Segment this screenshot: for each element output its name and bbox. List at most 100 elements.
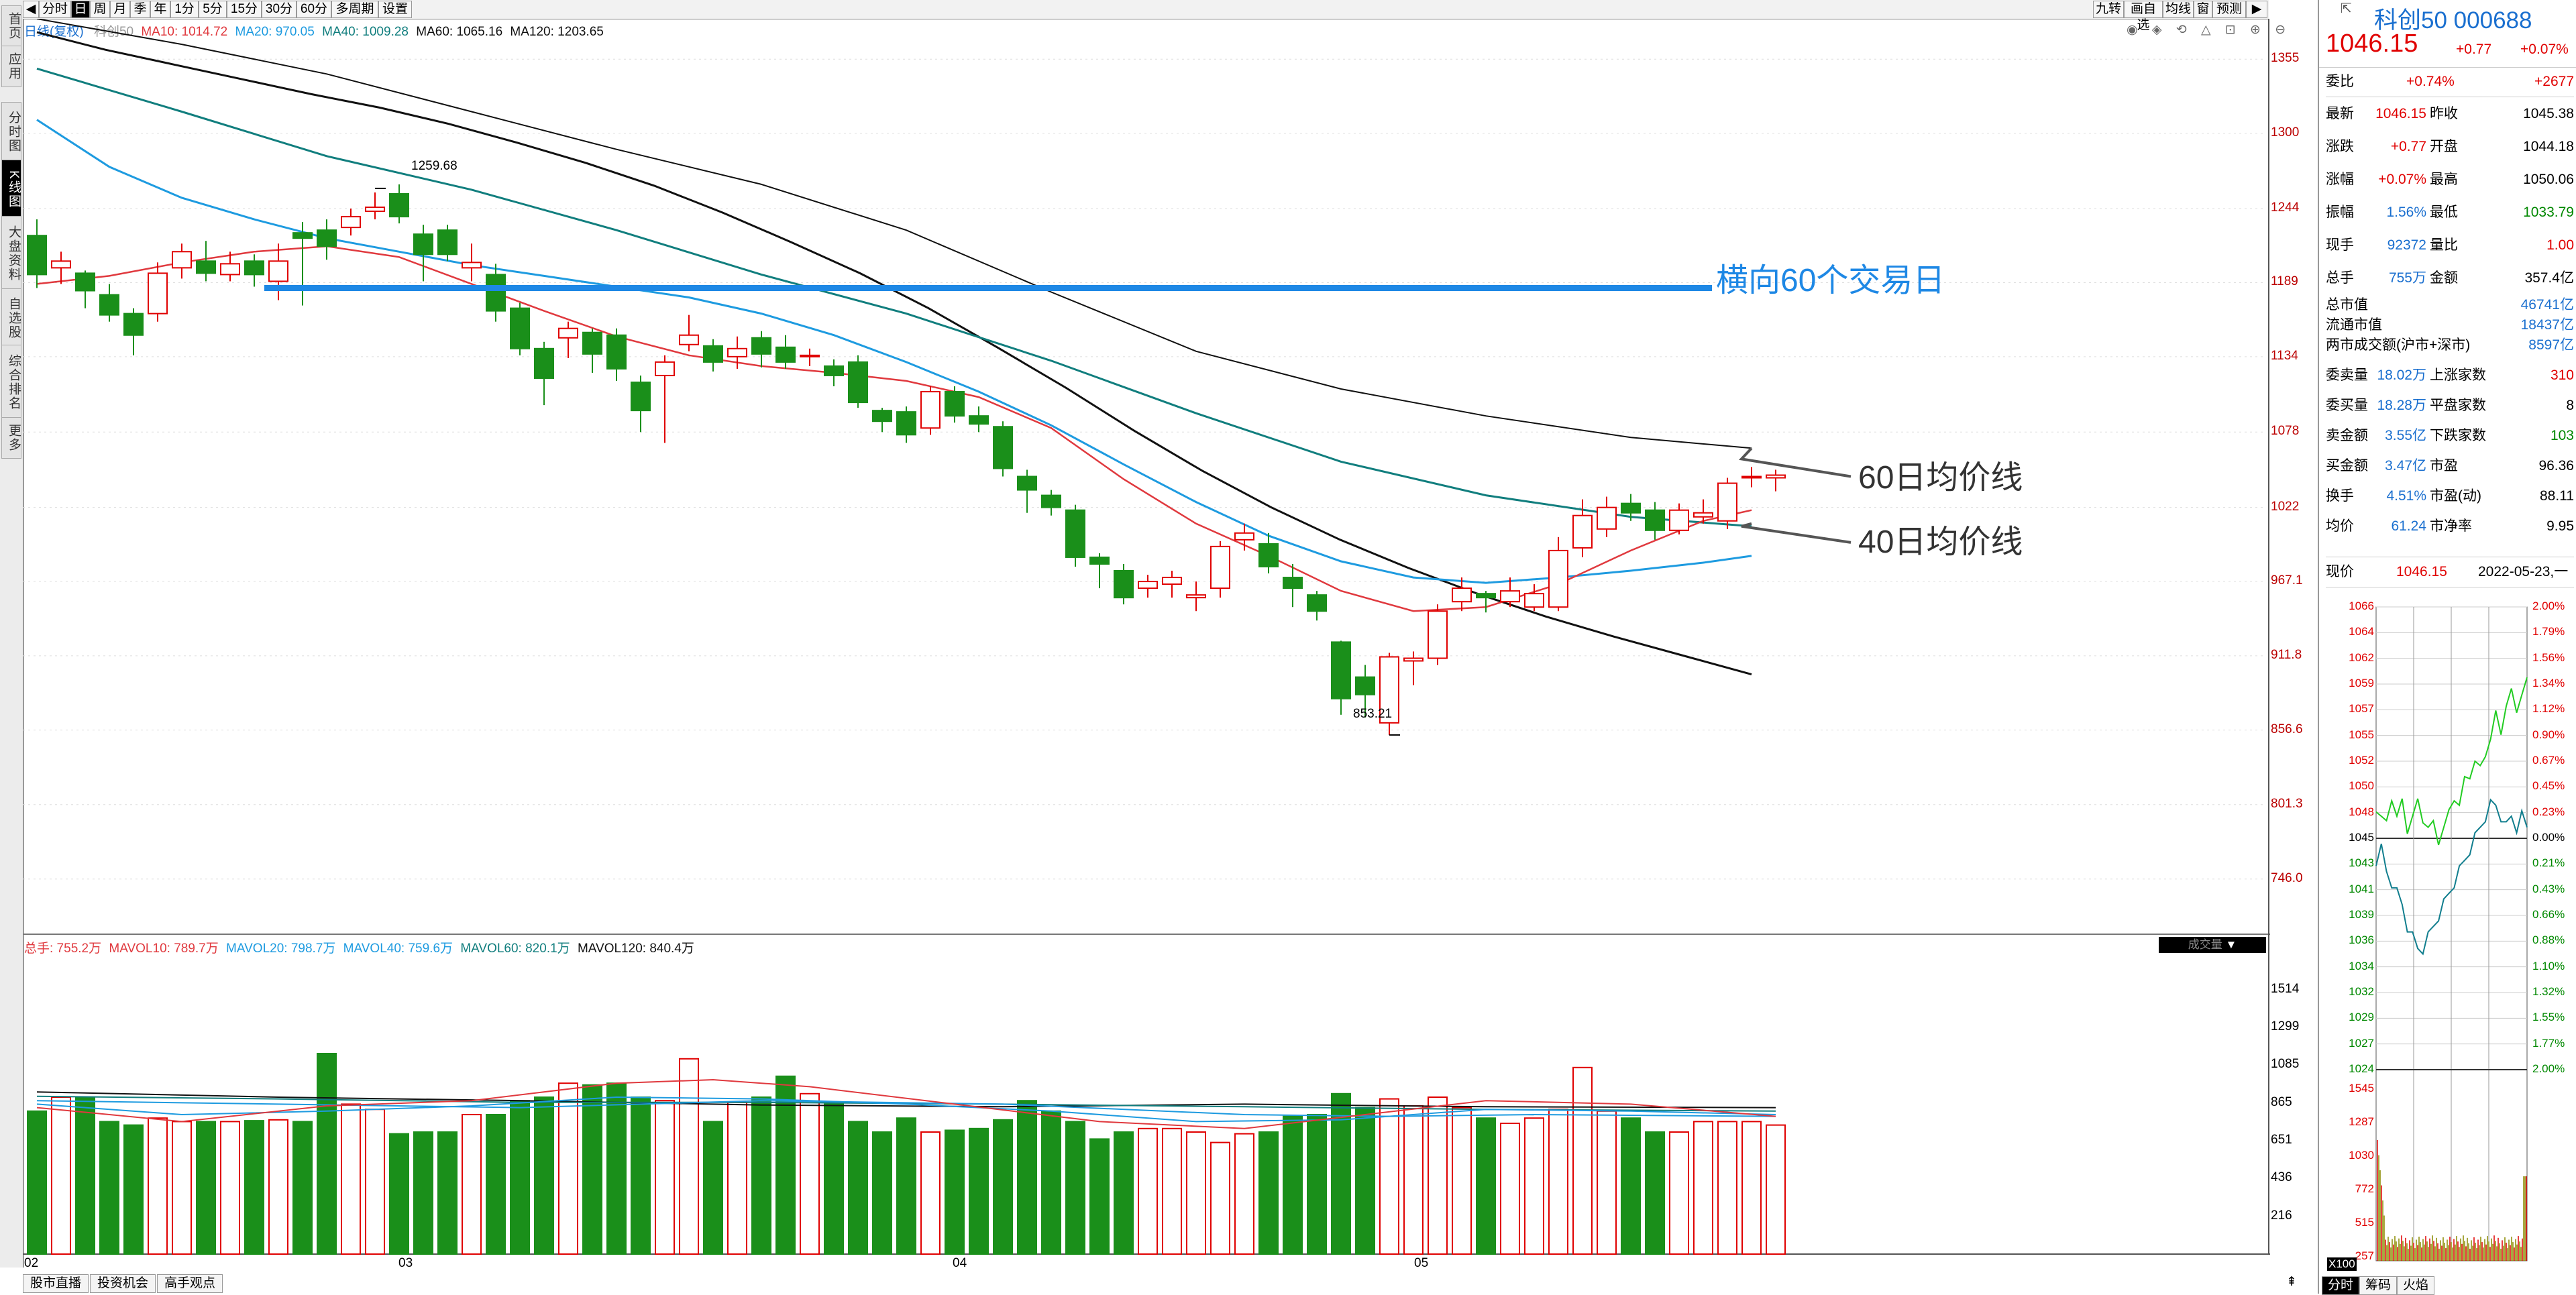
volume-bar — [631, 1096, 651, 1255]
mini-left-tick: 1059 — [2349, 677, 2374, 689]
row-label: 最高 — [2430, 172, 2458, 187]
candle-body — [365, 207, 385, 213]
mini-right-tick: 1.77% — [2532, 1036, 2565, 1050]
mini-right-tick: 1.79% — [2532, 625, 2565, 638]
tab-opportunity[interactable]: 投资机会 — [90, 1274, 156, 1293]
mavol120-label: MAVOL120: 840.4万 — [577, 942, 694, 956]
market-row: 两市成交额(沪市+深市) 8597亿 — [2326, 335, 2574, 355]
volume-bar — [75, 1096, 95, 1255]
intraday-mini-chart[interactable] — [2319, 597, 2576, 1268]
row-value: 357.4亿 — [2524, 270, 2574, 286]
tab-timeshare[interactable]: 分时图 — [1, 102, 21, 161]
tab-live[interactable]: 股市直播 — [23, 1274, 89, 1293]
prev-icon[interactable]: ◀ — [23, 1, 39, 18]
quote-row: 总手 755万 金额 357.4亿 — [2326, 264, 2574, 293]
volume-bar — [123, 1124, 144, 1255]
jiuzhuan-button[interactable]: 九转 — [2093, 1, 2124, 18]
mavol10-label: MAVOL10: 789.7万 — [109, 942, 219, 956]
tab-kline[interactable]: K线图 — [1, 160, 21, 219]
tab-home[interactable]: 首页 — [1, 5, 21, 47]
volume-bar — [317, 1053, 337, 1255]
volume-bar — [945, 1129, 965, 1255]
period-month[interactable]: 月 — [110, 1, 130, 18]
stock-name: 科创50 — [2374, 7, 2447, 34]
high-price-label: 1259.68 — [411, 159, 458, 173]
ma60-annotation: 60日均价线 — [1858, 460, 2023, 496]
next-icon[interactable]: ▶ — [2246, 1, 2267, 18]
mini-left-tick: 1045 — [2349, 831, 2374, 844]
volume-bar — [1597, 1110, 1617, 1255]
rp-tab-flame[interactable]: 火焰 — [2397, 1276, 2434, 1295]
tab-market-info[interactable]: 大盘资料 — [1, 216, 21, 291]
period-day[interactable]: 日 — [71, 1, 90, 18]
market-value: 46741亿 — [2520, 297, 2574, 313]
rp-tab-fenshi[interactable]: 分时 — [2322, 1276, 2359, 1295]
forecast-button[interactable]: 预测 — [2212, 1, 2246, 18]
mini-left-tick: 1034 — [2349, 959, 2374, 972]
period-15min[interactable]: 15分 — [227, 1, 262, 18]
ma60-label: MA60: 1065.16 — [416, 25, 503, 39]
window-button[interactable]: 窗 — [2194, 1, 2212, 18]
tab-watchlist[interactable]: 自选股 — [1, 288, 21, 347]
row-value: +0.77 — [2390, 139, 2426, 154]
indicator-dropdown[interactable]: 成交量 ▼ — [2159, 937, 2266, 953]
tab-ranking[interactable]: 综合排名 — [1, 345, 21, 420]
row-value: 3.55亿 — [2385, 428, 2426, 443]
chevron-down-icon: ▼ — [2225, 938, 2237, 951]
quote-row: 最新 1046.15 昨收 1045.38 — [2326, 99, 2574, 129]
candle-body — [703, 345, 723, 363]
volume-tick: 216 — [2271, 1208, 2292, 1223]
pin-icon[interactable]: ⇞ — [2286, 1275, 2297, 1289]
draw-watchlist-button[interactable]: 画自选 — [2124, 1, 2163, 32]
row-value: 18.02万 — [2377, 368, 2426, 383]
chart-tool-icons[interactable]: ◉ ◈ ⟲ △ ⊡ ⊕ ⊖ — [2127, 23, 2292, 37]
tab-apps[interactable]: 应用 — [1, 46, 21, 87]
candle-body — [486, 274, 506, 312]
period-week[interactable]: 周 — [90, 1, 110, 18]
row-value: 61.24 — [2391, 518, 2426, 534]
mini-left-tick: 1029 — [2349, 1011, 2374, 1024]
tab-expert[interactable]: 高手观点 — [157, 1274, 223, 1293]
rp-tab-chips[interactable]: 筹码 — [2359, 1276, 2397, 1295]
header-left-icon[interactable]: ⇱ — [2341, 1, 2352, 16]
market-value: 18437亿 — [2520, 317, 2574, 333]
row-value: 1.00 — [2546, 237, 2574, 253]
mini-right-tick: 0.23% — [2532, 805, 2565, 818]
mini-right-tick: 0.90% — [2532, 728, 2565, 741]
volume-bar — [1138, 1127, 1158, 1255]
candle-body — [848, 361, 868, 404]
candle-body — [872, 410, 892, 423]
kline-chart[interactable] — [23, 19, 2270, 1273]
row-label: 总手 — [2326, 270, 2354, 286]
period-year[interactable]: 年 — [150, 1, 170, 18]
price-change: +0.77 — [2456, 42, 2492, 57]
mini-left-tick: 1041 — [2349, 882, 2374, 895]
multi-period-button[interactable]: 多周期 — [331, 1, 378, 18]
ma-button[interactable]: 均线 — [2163, 1, 2194, 18]
volume-tick: 865 — [2271, 1095, 2292, 1110]
period-60min[interactable]: 60分 — [297, 1, 331, 18]
settings-button[interactable]: 设置 — [378, 1, 412, 18]
quote-row-2: 委卖量 18.02万 上涨家数 310 — [2326, 361, 2574, 390]
period-1min[interactable]: 1分 — [170, 1, 199, 18]
weibi-row: 委比 +0.74% +2677 — [2326, 67, 2574, 97]
vol-total: 总手: 755.2万 — [24, 942, 102, 956]
mini-left-tick: 1032 — [2349, 985, 2374, 998]
candle-body — [1572, 514, 1593, 549]
market-row: 流通市值 18437亿 — [2326, 315, 2574, 335]
period-5min[interactable]: 5分 — [199, 1, 227, 18]
mavol20-line — [36, 1096, 1776, 1123]
row-value: 1046.15 — [2375, 106, 2426, 121]
period-fenshi[interactable]: 分时 — [39, 1, 71, 18]
horizontal-60-days-label: 横向60个交易日 — [1716, 263, 1945, 298]
period-30min[interactable]: 30分 — [262, 1, 297, 18]
volume-bar — [1114, 1131, 1134, 1255]
period-quarter[interactable]: 季 — [130, 1, 150, 18]
row-label: 振幅 — [2326, 205, 2354, 220]
mini-right-tick: 0.00% — [2532, 831, 2565, 844]
tab-more[interactable]: 更多 — [1, 417, 21, 459]
candle-body — [1041, 494, 1061, 508]
mini-right-tick: 1.34% — [2532, 677, 2565, 689]
mini-vol-tick: 1545 — [2349, 1082, 2374, 1094]
candle-body — [1403, 657, 1424, 662]
